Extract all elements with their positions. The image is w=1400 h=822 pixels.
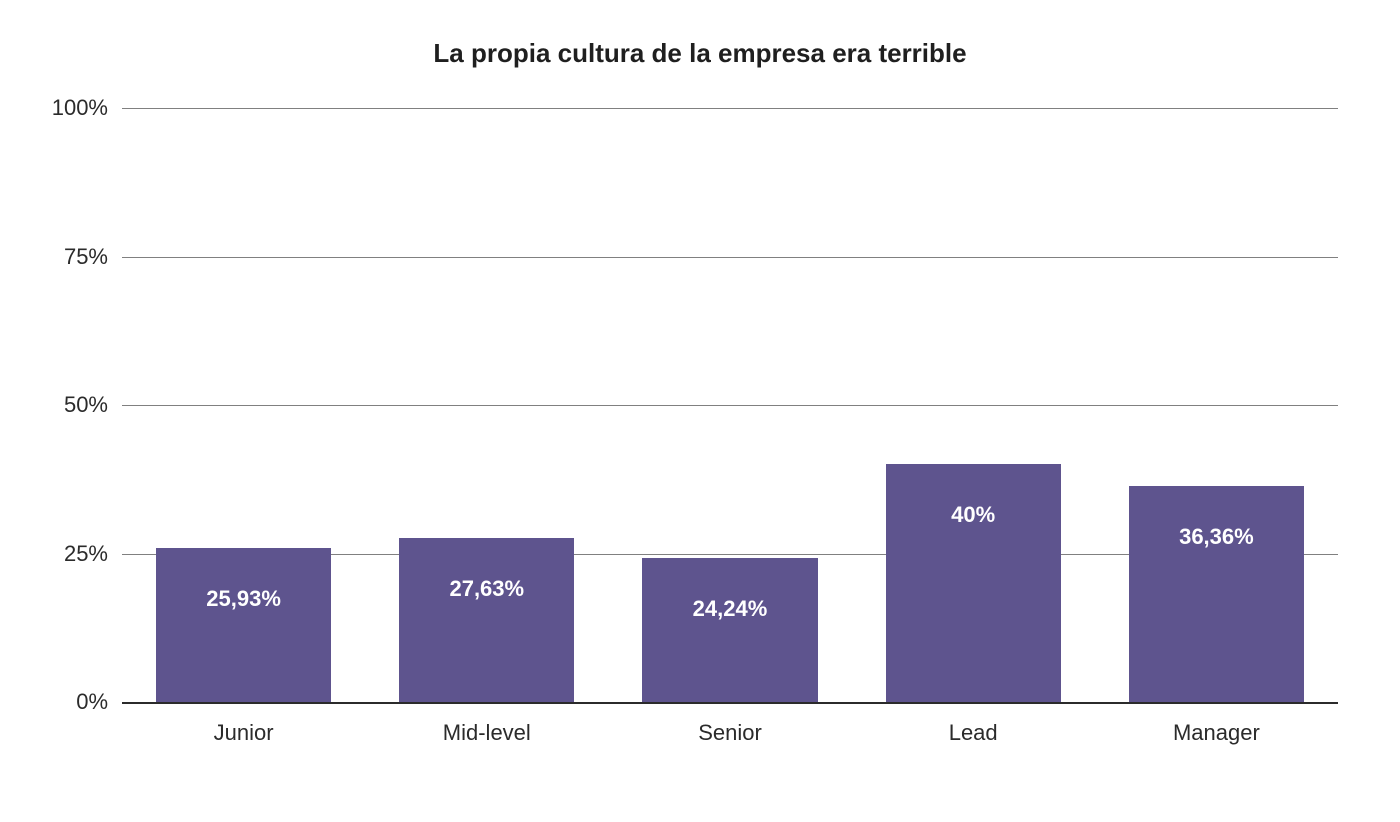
y-tick-label: 50%	[18, 392, 108, 418]
gridline	[122, 257, 1338, 258]
chart-title: La propia cultura de la empresa era terr…	[0, 38, 1400, 69]
x-axis-baseline	[122, 702, 1338, 704]
y-tick-label: 0%	[18, 689, 108, 715]
x-tick-label: Senior	[698, 720, 762, 746]
bar: 24,24%	[642, 558, 817, 702]
bar: 36,36%	[1129, 486, 1304, 702]
bar: 25,93%	[156, 548, 331, 702]
bar-value-label: 24,24%	[642, 596, 817, 622]
plot-area: 25,93% 27,63% 24,24% 40% 36,36%	[122, 108, 1338, 702]
bar: 40%	[886, 464, 1061, 702]
gridline	[122, 108, 1338, 109]
bar-value-label: 36,36%	[1129, 524, 1304, 550]
bar-value-label: 25,93%	[156, 586, 331, 612]
bar-chart: La propia cultura de la empresa era terr…	[0, 0, 1400, 822]
y-tick-label: 100%	[18, 95, 108, 121]
y-tick-label: 75%	[18, 244, 108, 270]
bar-value-label: 40%	[886, 502, 1061, 528]
x-tick-label: Manager	[1173, 720, 1260, 746]
x-tick-label: Junior	[214, 720, 274, 746]
bar-value-label: 27,63%	[399, 576, 574, 602]
x-tick-label: Mid-level	[443, 720, 531, 746]
y-tick-label: 25%	[18, 541, 108, 567]
x-tick-label: Lead	[949, 720, 998, 746]
bar: 27,63%	[399, 538, 574, 702]
gridline	[122, 405, 1338, 406]
